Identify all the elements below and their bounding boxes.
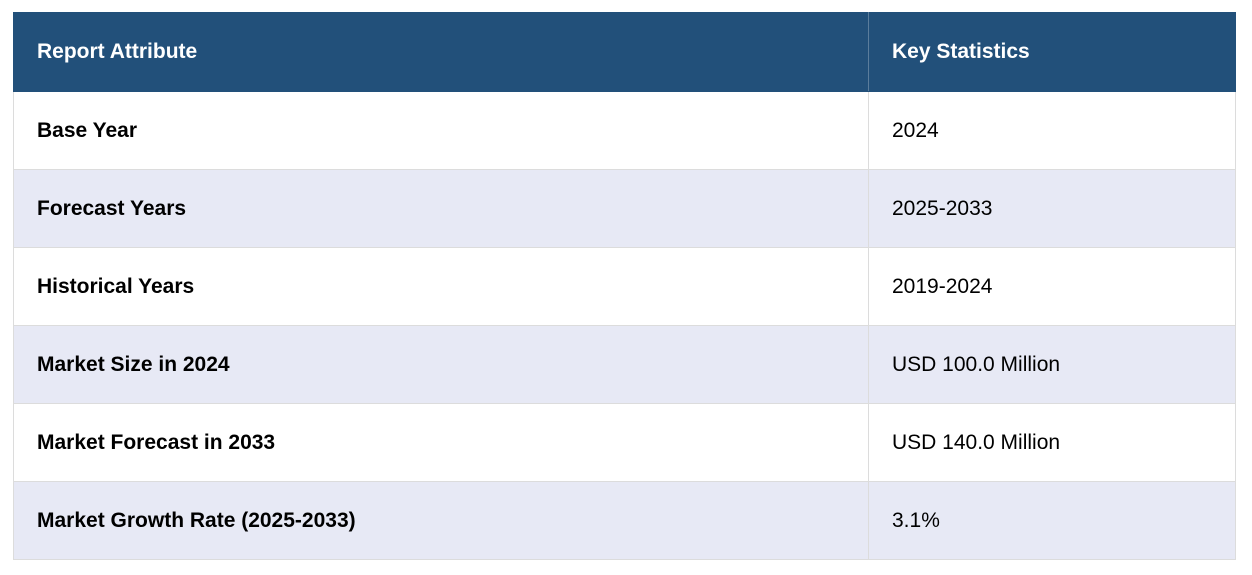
table-body: Base Year 2024 Forecast Years 2025-2033 … — [13, 91, 1236, 560]
report-table: Report Attribute Key Statistics Base Yea… — [13, 12, 1236, 560]
value-cell: 2024 — [868, 91, 1236, 170]
table-row: Market Size in 2024 USD 100.0 Million — [13, 325, 1236, 404]
table-row: Market Forecast in 2033 USD 140.0 Millio… — [13, 403, 1236, 482]
value-cell: USD 140.0 Million — [868, 403, 1236, 482]
value-cell: 2019-2024 — [868, 247, 1236, 326]
attribute-cell: Historical Years — [13, 247, 869, 326]
value-cell: 3.1% — [868, 481, 1236, 560]
attribute-cell: Market Forecast in 2033 — [13, 403, 869, 482]
header-row: Report Attribute Key Statistics — [13, 12, 1236, 92]
table-row: Market Growth Rate (2025-2033) 3.1% — [13, 481, 1236, 560]
table-row: Base Year 2024 — [13, 91, 1236, 170]
attribute-cell: Forecast Years — [13, 169, 869, 248]
header-key-statistics: Key Statistics — [868, 12, 1236, 92]
attribute-cell: Market Growth Rate (2025-2033) — [13, 481, 869, 560]
table-header: Report Attribute Key Statistics — [13, 12, 1236, 92]
value-cell: USD 100.0 Million — [868, 325, 1236, 404]
table-row: Historical Years 2019-2024 — [13, 247, 1236, 326]
value-cell: 2025-2033 — [868, 169, 1236, 248]
header-report-attribute: Report Attribute — [13, 12, 869, 92]
attribute-cell: Market Size in 2024 — [13, 325, 869, 404]
table-row: Forecast Years 2025-2033 — [13, 169, 1236, 248]
attribute-cell: Base Year — [13, 91, 869, 170]
